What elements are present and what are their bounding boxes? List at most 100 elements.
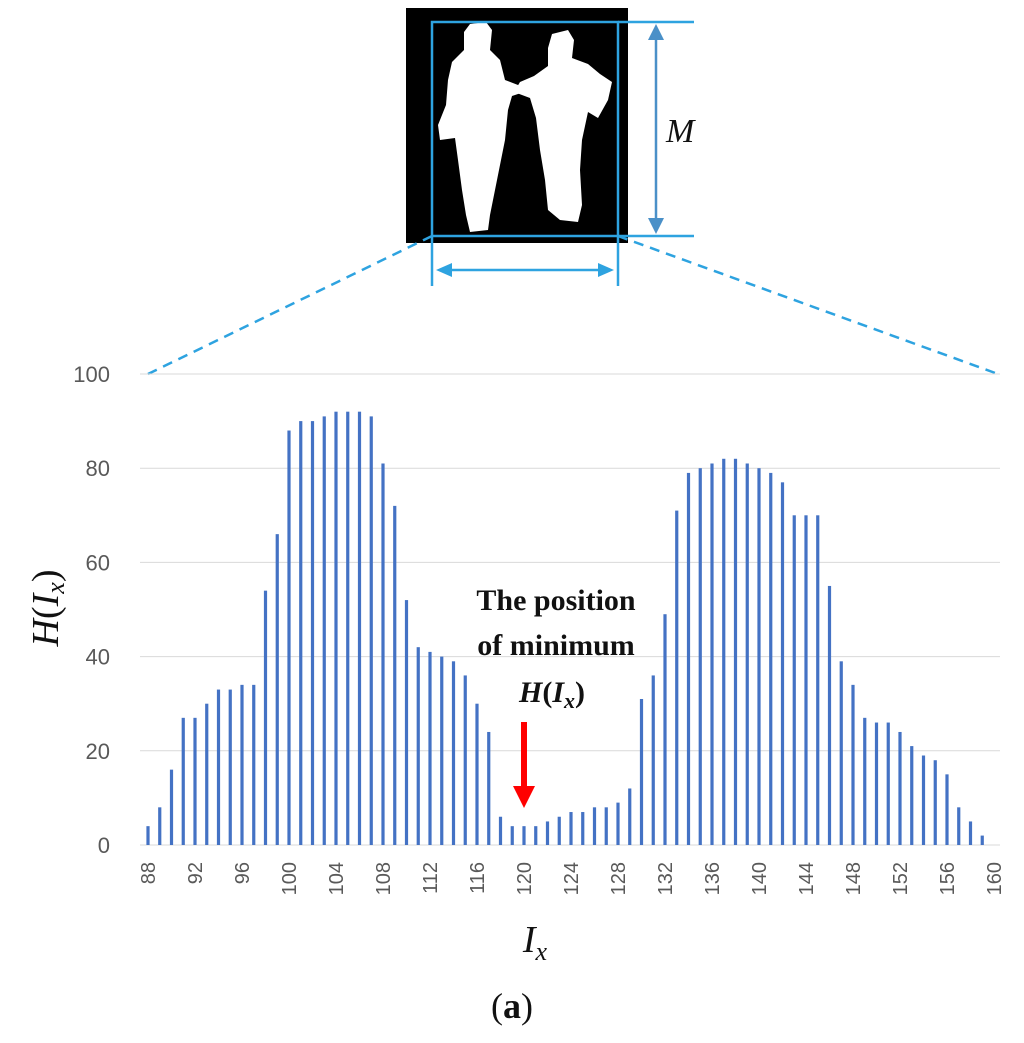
- bar-123: [557, 816, 561, 845]
- bar-154: [921, 755, 926, 845]
- x-tick-label: 116: [467, 862, 489, 894]
- bars: [146, 411, 984, 845]
- bar-129: [628, 788, 632, 845]
- two-person-silhouette-icon: [438, 22, 612, 232]
- bar-100: [287, 430, 291, 845]
- bar-133: [675, 510, 679, 845]
- bar-152: [898, 731, 902, 845]
- bar-96: [240, 684, 244, 845]
- bar-107: [369, 416, 373, 845]
- minimum-annotation: The position of minimum H(Ix): [476, 584, 636, 808]
- bar-134: [686, 472, 691, 845]
- x-tick-label: 144: [796, 862, 818, 895]
- width-arrow-left-head: [436, 263, 452, 277]
- x-tick-label: 104: [326, 862, 348, 895]
- bar-148: [851, 684, 855, 845]
- bar-89: [158, 807, 162, 845]
- bar-111: [416, 647, 420, 845]
- bar-147: [839, 661, 843, 845]
- bar-110: [404, 600, 409, 845]
- bar-158: [968, 821, 973, 845]
- bar-121: [534, 826, 538, 845]
- bar-117: [487, 731, 491, 845]
- bar-150: [874, 722, 879, 845]
- bar-155: [933, 760, 937, 845]
- bar-151: [886, 722, 890, 845]
- x-tick-label: 136: [702, 862, 724, 895]
- bar-122: [545, 821, 550, 845]
- bar-136: [710, 463, 714, 845]
- x-tick-labels: 88 92 96 100 104 108 112 116 120 124 128 132 136 140 1…: [138, 862, 1006, 895]
- dimension-label-m: M: [665, 113, 696, 150]
- bar-119: [510, 826, 514, 845]
- bar-105: [346, 411, 350, 845]
- bar-145: [816, 515, 820, 845]
- bar-91: [181, 717, 185, 845]
- x-tick-label: 132: [655, 862, 677, 895]
- bar-95: [228, 689, 232, 845]
- y-tick-label: 40: [86, 645, 110, 670]
- x-tick-label: 92: [185, 862, 207, 884]
- x-tick-label: 112: [420, 862, 442, 894]
- bar-115: [463, 675, 467, 845]
- x-tick-label: 148: [843, 862, 865, 895]
- bar-116: [475, 703, 479, 845]
- x-tick-label: 88: [138, 862, 160, 884]
- bar-113: [440, 656, 444, 845]
- bar-92: [193, 717, 197, 845]
- bar-112: [428, 651, 432, 845]
- bar-99: [275, 534, 279, 845]
- zoom-line-left: [147, 234, 433, 376]
- bar-126: [592, 807, 597, 845]
- y-tick-label: 0: [98, 833, 110, 858]
- bar-120: [522, 826, 526, 845]
- x-tick-label: 108: [373, 862, 395, 895]
- bar-106: [357, 411, 362, 845]
- dimension-annotations: [147, 20, 999, 376]
- bar-97: [252, 684, 256, 845]
- bar-143: [792, 515, 796, 845]
- crop-bracket: [430, 20, 620, 238]
- bar-98: [263, 590, 268, 845]
- x-tick-label: 140: [749, 862, 771, 895]
- bar-132: [663, 614, 667, 845]
- x-tick-label: 128: [608, 862, 630, 895]
- bar-101: [299, 421, 303, 845]
- bar-142: [780, 482, 785, 845]
- bar-138: [733, 458, 738, 845]
- bar-114: [451, 661, 456, 845]
- y-tick-label: 60: [86, 550, 110, 575]
- bar-131: [651, 675, 655, 845]
- bar-159: [980, 835, 984, 845]
- minimum-arrow-head: [513, 786, 535, 808]
- y-tick-label: 80: [86, 456, 110, 481]
- height-arrow-down-head: [648, 218, 664, 234]
- bar-146: [827, 585, 832, 845]
- bar-139: [745, 463, 749, 845]
- histogram-chart: 0 20 40 60 80 100 88 92 96 100 104 108 112 116 120 124…: [73, 362, 1006, 895]
- panel-label: (a): [491, 986, 533, 1026]
- bar-90: [169, 769, 174, 845]
- bar-127: [604, 807, 608, 845]
- silhouette-image: [406, 8, 628, 243]
- height-arrow-up-head: [648, 24, 664, 40]
- bar-156: [945, 774, 949, 845]
- x-tick-label: 160: [984, 862, 1006, 895]
- bar-93: [205, 703, 209, 845]
- bar-103: [322, 416, 326, 845]
- annotation-line-2: of minimum: [477, 629, 635, 662]
- bar-118: [498, 816, 503, 845]
- bar-130: [639, 698, 644, 845]
- bar-135: [698, 468, 702, 845]
- y-tick-labels: 0 20 40 60 80 100: [73, 362, 110, 858]
- bar-149: [863, 717, 867, 845]
- annotation-line-3: H(Ix): [518, 676, 585, 713]
- bar-125: [581, 812, 585, 845]
- width-arrow-right-head: [598, 263, 614, 277]
- y-tick-label: 20: [86, 739, 110, 764]
- bar-157: [957, 807, 961, 845]
- x-tick-label: 120: [514, 862, 536, 895]
- bar-88: [146, 826, 150, 845]
- bar-144: [804, 515, 808, 845]
